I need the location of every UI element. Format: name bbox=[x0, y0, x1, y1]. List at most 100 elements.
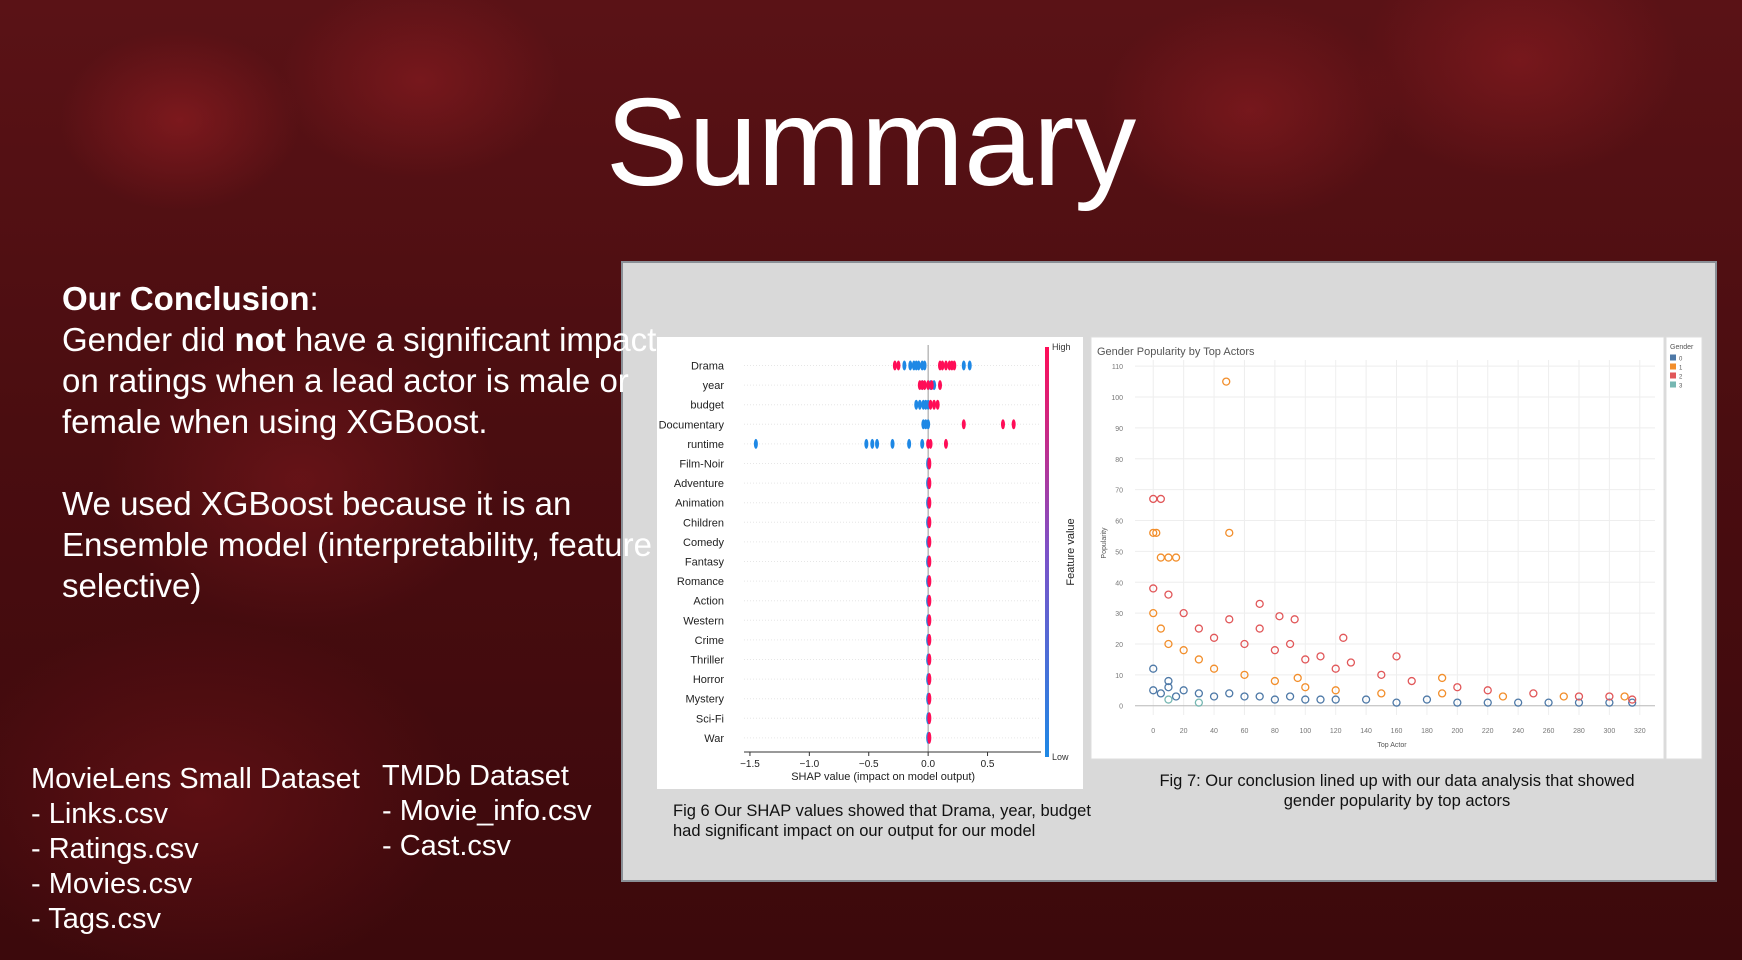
dataset-name: TMDb Dataset bbox=[382, 760, 569, 792]
shap-point bbox=[920, 438, 925, 449]
point bbox=[1339, 633, 1348, 642]
shap-point bbox=[952, 360, 957, 371]
y-axis-label: Popularity bbox=[1101, 527, 1108, 559]
shap-point bbox=[927, 477, 932, 490]
point bbox=[1240, 639, 1249, 649]
point bbox=[1194, 624, 1204, 633]
x-tick-label: 160 bbox=[1391, 728, 1403, 735]
dataset-file: - Movie_info.csv bbox=[382, 795, 592, 827]
shap-point bbox=[926, 380, 931, 391]
point bbox=[1194, 655, 1204, 664]
feature-label: runtime bbox=[687, 439, 724, 451]
point bbox=[1156, 624, 1165, 633]
x-tick-label: −1.5 bbox=[740, 759, 760, 770]
point bbox=[1605, 698, 1614, 707]
point bbox=[1149, 686, 1158, 695]
point bbox=[1483, 686, 1492, 695]
dataset: TMDb Dataset - Movie_info.csv - Cast.csv bbox=[382, 759, 592, 864]
dataset-file: - Ratings.csv bbox=[31, 833, 199, 865]
x-tick-label: 0.5 bbox=[981, 759, 995, 770]
shap-point bbox=[927, 496, 932, 509]
point bbox=[1179, 686, 1188, 695]
point bbox=[1316, 652, 1325, 661]
feature-label: Children bbox=[683, 517, 724, 529]
shap-point bbox=[896, 360, 901, 371]
point bbox=[1514, 698, 1523, 707]
y-tick-label: 80 bbox=[1115, 457, 1123, 464]
heading: Our Conclusion bbox=[62, 280, 310, 317]
feature-label: Horror bbox=[693, 674, 725, 686]
heading-suffix: : bbox=[309, 280, 319, 317]
feature-label: Mystery bbox=[686, 694, 725, 706]
point bbox=[1240, 692, 1249, 701]
shap-point bbox=[927, 555, 932, 568]
x-tick-label: −1.0 bbox=[799, 759, 819, 770]
shap-point bbox=[927, 594, 932, 607]
shap-point bbox=[927, 535, 932, 548]
point bbox=[1164, 590, 1173, 599]
point bbox=[1293, 673, 1302, 683]
point bbox=[1225, 689, 1234, 698]
point bbox=[1628, 698, 1637, 707]
shap-point bbox=[927, 673, 932, 686]
point bbox=[1164, 695, 1173, 704]
shap-point bbox=[932, 399, 937, 410]
point bbox=[1453, 698, 1462, 707]
point bbox=[1209, 692, 1219, 701]
point bbox=[1331, 686, 1340, 695]
y-tick-label: 60 bbox=[1115, 519, 1123, 526]
shap-point bbox=[940, 360, 945, 371]
shap-point bbox=[938, 380, 943, 391]
slide-title: Summary bbox=[605, 74, 1137, 212]
x-tick-label: 120 bbox=[1330, 728, 1342, 735]
feature-label: Animation bbox=[675, 498, 724, 510]
shap-point bbox=[927, 731, 932, 744]
point bbox=[1301, 683, 1310, 692]
y-tick-label: 70 bbox=[1115, 488, 1123, 495]
point bbox=[1559, 692, 1568, 701]
point bbox=[1255, 624, 1264, 633]
point bbox=[1331, 664, 1340, 673]
point bbox=[1361, 695, 1371, 704]
point bbox=[1225, 528, 1234, 538]
point bbox=[1152, 528, 1161, 538]
text: have a significant impact on ratings whe… bbox=[62, 321, 657, 440]
x-tick-label: −0.5 bbox=[859, 759, 879, 770]
shap-point bbox=[927, 575, 932, 588]
point bbox=[1209, 633, 1219, 642]
shap-point bbox=[927, 614, 932, 627]
shap-point bbox=[935, 399, 940, 410]
feature-label: Sci-Fi bbox=[696, 713, 724, 725]
point bbox=[1149, 528, 1158, 538]
shap-point bbox=[943, 360, 948, 371]
y-tick-label: 30 bbox=[1115, 611, 1123, 618]
feature-label: Drama bbox=[691, 361, 725, 373]
y-tick-label: 110 bbox=[1112, 364, 1123, 371]
colorbar-low: Low bbox=[1052, 752, 1069, 762]
point bbox=[1171, 692, 1181, 701]
y-tick-label: 10 bbox=[1115, 673, 1123, 680]
dataset-file: - Cast.csv bbox=[382, 830, 511, 862]
x-tick-label: 0.0 bbox=[921, 759, 935, 770]
x-tick-label: 280 bbox=[1573, 728, 1585, 735]
legend-label: 1 bbox=[1679, 366, 1683, 372]
feature-label: year bbox=[703, 380, 725, 392]
shap-point bbox=[902, 360, 907, 371]
legend-swatch bbox=[1670, 354, 1676, 361]
feature-label: Crime bbox=[695, 635, 724, 647]
feature-label: Fantasy bbox=[685, 557, 725, 569]
shap-point bbox=[914, 399, 919, 410]
x-tick-label: 100 bbox=[1299, 728, 1311, 735]
shap-point bbox=[922, 360, 927, 371]
x-tick-label: 40 bbox=[1210, 728, 1218, 735]
legend-title: Gender bbox=[1670, 344, 1694, 351]
shap-point bbox=[864, 438, 869, 449]
shap-point bbox=[961, 419, 966, 430]
x-tick-label: 240 bbox=[1512, 728, 1524, 735]
shap-point bbox=[927, 633, 932, 646]
point bbox=[1164, 683, 1173, 692]
point bbox=[1407, 676, 1416, 686]
x-tick-label: 180 bbox=[1421, 728, 1433, 735]
caption: Fig 7: Our conclusion lined up with our … bbox=[1159, 772, 1635, 810]
shap-point bbox=[892, 360, 897, 371]
